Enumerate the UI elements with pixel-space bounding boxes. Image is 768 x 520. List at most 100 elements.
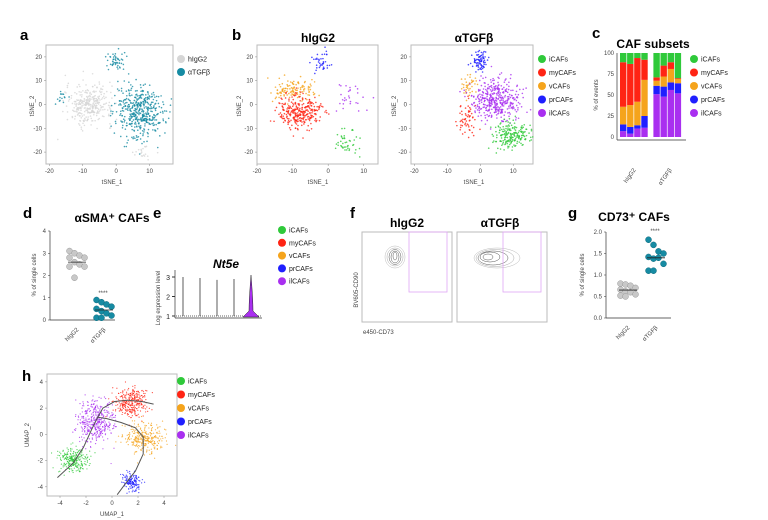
data-point-myCAFs [124,408,126,411]
data-point-vCAFs [127,444,129,446]
data-point-myCAFs [127,413,130,415]
data-point-myCAFs [148,407,150,410]
data-point-vCAFs [140,415,143,418]
data-point-αTGFβ [147,109,149,112]
d-significance: **** [98,291,108,297]
data-point-myCAFs [131,415,133,417]
data-point-ilCAFs [82,415,84,418]
data-point-vCAFs [277,93,279,95]
data-point-iCAFs [352,129,354,131]
data-point-αTGFβ [119,103,121,105]
data-point-ilCAFs [489,128,492,130]
data-point-hIgG2 [67,100,70,102]
data-point-αTGFβ [148,122,151,125]
data-point-myCAFs [309,103,311,105]
data-point-αTGFβ [119,110,122,113]
data-point-iCAFs [516,140,519,143]
data-point-ilCAFs [496,108,498,110]
data-point-ilCAFs [349,86,351,89]
data-point-myCAFs [306,109,309,111]
data-point-ilCAFs [108,401,110,403]
bar-segment-ilCAFs [660,96,667,137]
y-tick-label: 25 [607,114,614,120]
panel-label-h: h [22,368,31,385]
data-point-myCAFs [129,410,131,412]
data-point-myCAFs [325,111,328,114]
data-point-αTGFβ [111,63,114,66]
data-point-myCAFs [122,411,124,414]
data-point-iCAFs [512,136,514,139]
data-point-myCAFs [117,407,119,409]
data-point-myCAFs [105,416,107,418]
data-point-prCAFs [121,481,123,483]
data-point-hIgG2 [144,153,147,155]
data-point-iCAFs [499,140,502,142]
data-point-prCAFs [480,66,483,69]
data-point-hIgG2 [99,99,101,101]
data-point-αTGFβ [151,116,154,118]
data-point-αTGFβ [144,96,147,99]
data-point-vCAFs [289,81,292,83]
data-point-vCAFs [289,88,291,90]
data-point-iCAFs [502,141,505,144]
data-point-αTGFβ [138,113,140,116]
data-point-iCAFs [68,468,71,470]
data-point-ilCAFs [75,414,77,416]
data-point-myCAFs [116,387,118,389]
data-point-ilCAFs [99,431,101,433]
data-point-ilCAFs [488,87,490,90]
data-point-hIgG2 [89,115,92,117]
data-point-ilCAFs [529,108,532,111]
data-point-vCAFs [151,426,153,429]
data-point-ilCAFs [508,115,510,118]
data-point-αTGFβ [147,113,150,116]
data-point-ilCAFs [506,101,509,103]
data-point-αTGFβ [134,137,136,140]
data-point-ilCAFs [94,427,96,429]
data-point-vCAFs [128,436,130,438]
data-point-iCAFs [83,463,85,465]
data-point-ilCAFs [87,430,89,432]
data-point-ilCAFs [497,81,499,84]
data-point-ilCAFs [106,411,108,413]
data-point-myCAFs [472,116,474,118]
legend-swatch-prCAFs [690,95,698,104]
data-point-vCAFs [156,427,159,429]
data-point-ilCAFs [81,415,83,418]
data-point-prCAFs [469,62,472,65]
data-point-iCAFs [59,457,62,459]
data-point-αTGFβ [156,146,159,149]
data-point-αTGFβ [113,54,116,57]
data-point-myCAFs [142,415,144,417]
data-point-prCAFs [475,51,477,54]
data-point-αTGFβ [131,120,133,123]
data-point-αTGFβ [146,96,149,99]
legend-label-prCAFs: prCAFs [549,97,573,104]
data-point-vCAFs [474,77,477,79]
data-point-myCAFs [132,398,134,400]
data-point-myCAFs [115,404,117,407]
data-point-ilCAFs [100,418,102,421]
data-point-prCAFs [313,58,315,61]
data-point-myCAFs [138,406,140,409]
data-point-vCAFs [283,91,285,93]
data-point-prCAFs [133,490,135,492]
data-point-prCAFs [130,479,132,482]
data-point-αTGFβ [130,110,132,113]
data-point-ilCAFs [496,117,498,119]
data-point-hIgG2 [90,98,92,100]
data-point-vCAFs [145,425,147,427]
data-point-iCAFs [506,140,509,143]
data-point-vCAFs [133,429,135,431]
data-point-ilCAFs [339,102,341,105]
data-point-αTGFβ [147,121,149,124]
data-point-iCAFs [499,148,502,150]
data-point-ilCAFs [92,395,94,397]
data-point-myCAFs [126,408,128,410]
data-point-ilCAFs [91,423,93,426]
legend-swatch-iCAFs [278,226,286,234]
data-point-vCAFs [137,432,139,435]
e-title: Nt5e [213,257,239,271]
data-point-hIgG2 [81,115,84,117]
data-point-prCAFs [318,62,321,65]
